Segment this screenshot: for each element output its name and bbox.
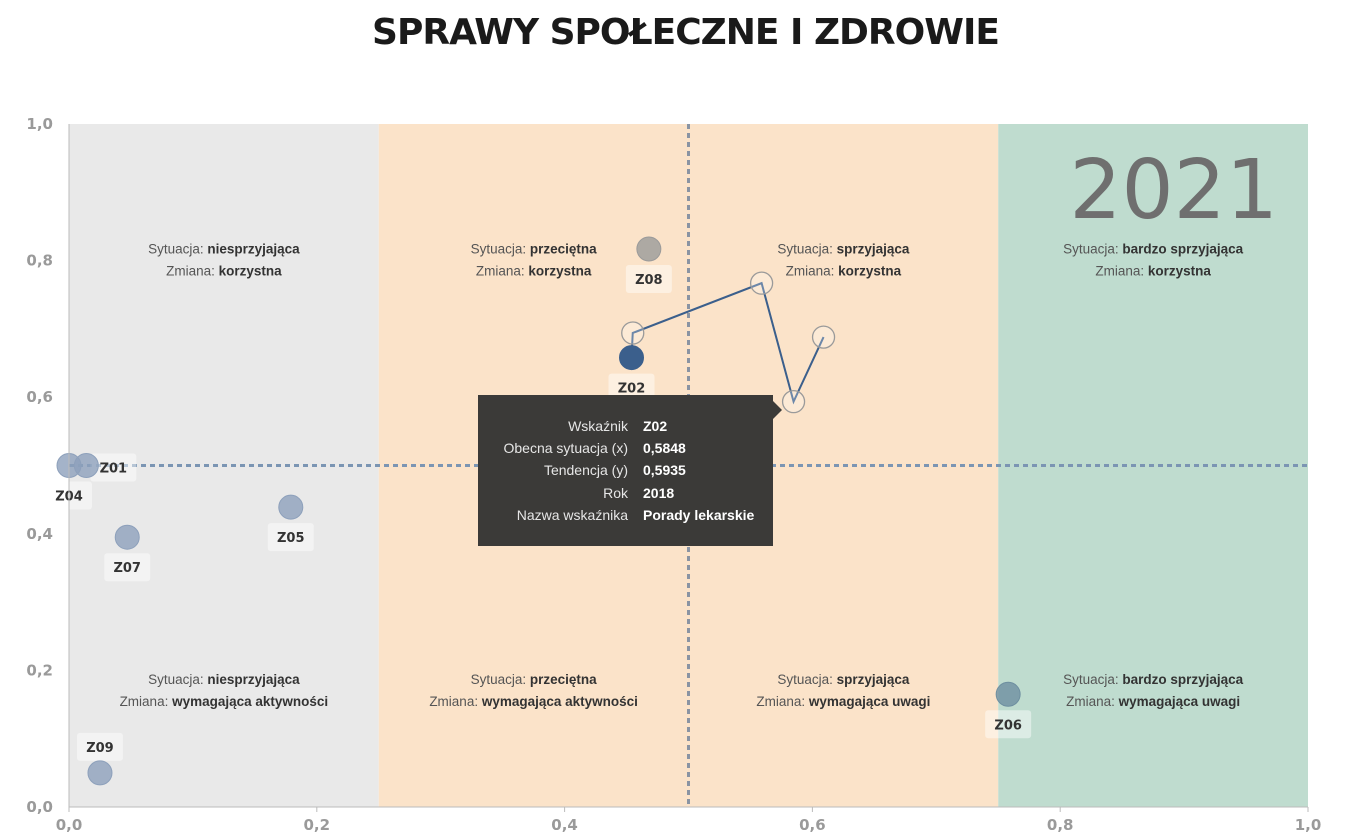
tooltip-value: 0,5848 — [643, 440, 686, 457]
tooltip-row: Obecna sytuacja (x) 0,5848 — [492, 437, 754, 459]
trail — [621, 271, 836, 414]
x-tick-label-1: 0,2 — [304, 816, 331, 834]
region-label-change-5: Zmiana: wymagająca aktywności — [429, 694, 638, 709]
point-Z06[interactable] — [995, 681, 1021, 707]
point-Z08[interactable] — [636, 236, 662, 262]
x-tick-label-0: 0,0 — [56, 816, 83, 834]
point-label-Z08: Z08 — [635, 273, 663, 288]
region-label-situation-6: Sytuacja: sprzyjająca — [777, 672, 910, 687]
tooltip-key: Nazwa wskaźnika — [516, 506, 628, 523]
region-label-change-3: Zmiana: korzystna — [1095, 264, 1211, 279]
y-tick-label-0: 0,0 — [26, 798, 53, 816]
point-label-bg-Z05 — [267, 523, 314, 552]
x-tick-label-5: 1,0 — [1295, 816, 1322, 834]
y-tick-label-4: 0,8 — [26, 252, 53, 270]
trail-point-3[interactable] — [781, 389, 806, 414]
tooltip-value: Porady lekarskie — [643, 506, 755, 523]
point-Z07[interactable] — [114, 524, 140, 550]
tooltip-table: Wskaźnik Z02 Obecna sytuacja (x) 0,5848 Tend… — [492, 415, 755, 526]
point-Z09[interactable] — [87, 760, 113, 786]
region-label-situation-2: Sytuacja: sprzyjająca — [777, 242, 910, 257]
point-label-Z09: Z09 — [86, 741, 114, 756]
trail-point-2[interactable] — [749, 271, 774, 295]
region-label-situation-1: Sytuacja: przeciętna — [471, 242, 598, 257]
y-tick-label-1: 0,2 — [26, 661, 53, 679]
region-label-situation-0: Sytuacja: niesprzyjająca — [148, 242, 300, 257]
tooltip-row: Tendencja (y) 0,5935 — [492, 459, 754, 481]
region-label-situation-4: Sytuacja: niesprzyjająca — [148, 672, 300, 687]
reference-lines — [69, 124, 1308, 807]
tooltip: Wskaźnik Z02 Obecna sytuacja (x) 0,5848 Tend… — [478, 395, 782, 546]
region-label-situation-7: Sytuacja: bardzo sprzyjająca — [1063, 672, 1244, 687]
tooltip-value: Z02 — [643, 418, 668, 435]
region-label-situation-3: Sytuacja: bardzo sprzyjająca — [1063, 242, 1244, 257]
point-Z05[interactable] — [278, 494, 304, 520]
region-label-change-2: Zmiana: korzystna — [786, 264, 902, 279]
trail-point-4[interactable] — [811, 325, 836, 349]
trail-line — [630, 281, 825, 405]
point-label-bg-Z08 — [625, 264, 672, 293]
region-label-change-4: Zmiana: wymagająca aktywności — [120, 694, 329, 709]
point-label-bg-Z07 — [104, 553, 151, 582]
tooltip-key: Rok — [603, 484, 628, 501]
tooltip-key: Wskaźnik — [568, 418, 628, 435]
tooltip-row: Nazwa wskaźnika Porady lekarskie — [492, 504, 755, 526]
region-label-situation-5: Sytuacja: przeciętna — [471, 672, 598, 687]
region-label-change-6: Zmiana: wymagająca uwagi — [756, 694, 930, 709]
tooltip-row: Rok 2018 — [492, 482, 754, 504]
x-tick-label-4: 0,8 — [1047, 816, 1074, 834]
tooltip-key: Tendencja (y) — [543, 462, 628, 479]
x-tick-label-2: 0,4 — [551, 816, 578, 834]
tooltip-key: Obecna sytuacja (x) — [503, 440, 629, 457]
point-label-Z06: Z06 — [994, 718, 1022, 733]
tooltip-arrow — [773, 401, 782, 419]
y-tick-label-3: 0,6 — [26, 388, 53, 406]
chart-title: SPRAWY SPOŁECZNE I ZDROWIE — [372, 12, 1000, 53]
point-label-bg-Z06 — [985, 710, 1032, 739]
region-label-change-7: Zmiana: wymagająca uwagi — [1066, 694, 1240, 709]
y-tick-label-5: 1,0 — [26, 115, 53, 133]
point-label-Z01: Z01 — [100, 462, 128, 477]
axes: 0,0 0,2 0,4 0,6 0,8 1,0 0,0 0,2 0,4 0,6 0,8 1,0 — [26, 115, 1321, 834]
x-tick-label-3: 0,6 — [799, 816, 826, 834]
tooltip-value: 0,5935 — [643, 462, 686, 479]
region-labels: Sytuacja: niesprzyjająca Zmiana: korzystn… — [120, 242, 1244, 709]
y-tick-label-2: 0,4 — [26, 525, 53, 543]
point-label-Z02: Z02 — [618, 382, 646, 397]
point-label-bg-Z02 — [608, 373, 655, 402]
trail-point-1[interactable] — [621, 321, 645, 345]
region-label-change-0: Zmiana: korzystna — [166, 264, 282, 279]
point-label-Z05: Z05 — [277, 531, 305, 546]
region-label-change-1: Zmiana: korzystna — [476, 264, 592, 279]
year-label: 2021 — [1069, 143, 1278, 238]
point-Z02[interactable] — [619, 345, 645, 371]
tooltip-row: Wskaźnik Z02 — [492, 415, 754, 437]
point-label-bg-Z09 — [76, 732, 123, 761]
point-label-Z07: Z07 — [113, 561, 141, 576]
point-label-bg-Z01 — [90, 453, 137, 482]
tooltip-value: 2018 — [643, 484, 675, 501]
